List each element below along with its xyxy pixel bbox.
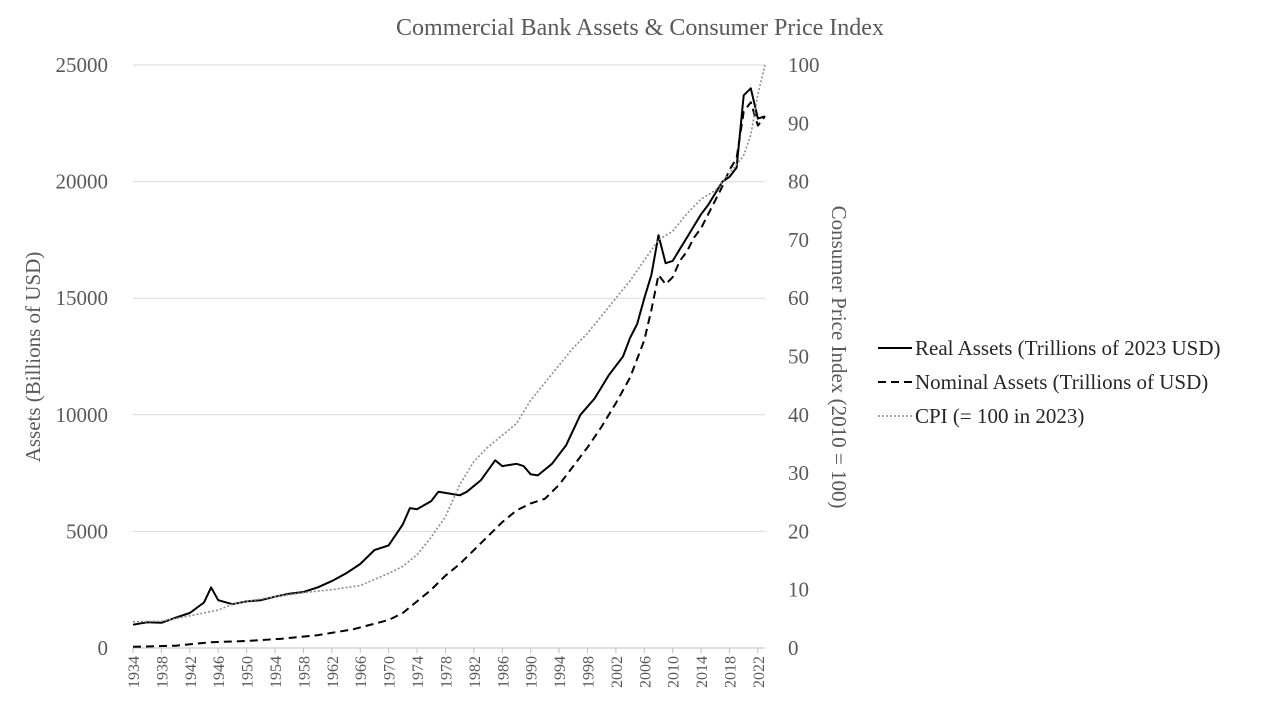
left-tick-label: 20000 [56, 170, 109, 194]
left-tick-label: 5000 [66, 519, 108, 543]
left-axis-title: Assets (Billions of USD) [21, 252, 45, 463]
x-tick-label: 2002 [609, 656, 626, 688]
right-tick-label: 10 [788, 578, 809, 602]
x-tick-label: 2018 [722, 656, 739, 688]
legend-label: Nominal Assets (Trillions of USD) [915, 370, 1208, 394]
left-tick-label: 10000 [56, 403, 109, 427]
left-tick-label: 25000 [56, 53, 109, 77]
x-tick-label: 1966 [353, 656, 370, 688]
x-tick-label: 1974 [410, 656, 427, 688]
x-tick-label: 1962 [325, 656, 342, 688]
right-tick-label: 20 [788, 519, 809, 543]
x-tick-label: 1942 [183, 656, 200, 688]
x-tick-label: 1938 [154, 656, 171, 688]
x-tick-label: 2010 [666, 656, 683, 688]
x-tick-label: 1994 [552, 656, 569, 688]
x-tick-label: 1954 [268, 656, 285, 688]
x-tick-label: 1982 [467, 656, 484, 688]
x-tick-label: 1946 [211, 656, 228, 688]
right-tick-label: 100 [788, 53, 820, 77]
right-axis-title: Consumer Price Index (2010 = 100) [827, 206, 851, 509]
x-tick-label: 1958 [296, 656, 313, 688]
right-axis-ticks: 0 10 20 30 40 50 60 70 80 90 100 [788, 53, 820, 660]
chart-title: Commercial Bank Assets & Consumer Price … [396, 15, 884, 41]
right-tick-label: 40 [788, 403, 809, 427]
gridlines [133, 64, 765, 532]
right-tick-label: 50 [788, 345, 809, 369]
legend: Real Assets (Trillions of 2023 USD) Nomin… [878, 336, 1221, 428]
right-tick-label: 70 [788, 228, 809, 252]
x-tick-label: 1934 [126, 656, 143, 688]
x-tick-label: 1990 [524, 656, 541, 688]
right-tick-label: 30 [788, 461, 809, 485]
right-tick-label: 90 [788, 111, 809, 135]
x-tick-label: 1978 [438, 656, 455, 688]
series-line-3 [132, 64, 766, 623]
left-axis-ticks: 0 5000 10000 15000 20000 25000 [56, 53, 109, 660]
left-tick-label: 15000 [56, 286, 109, 310]
x-tick-label: 1970 [382, 656, 399, 688]
right-tick-label: 80 [788, 170, 809, 194]
x-tick-label: 1950 [240, 656, 257, 688]
right-tick-label: 60 [788, 286, 809, 310]
x-tick-label: 2006 [637, 656, 654, 688]
x-tick-label: 1986 [495, 656, 512, 688]
x-tick-label: 2022 [751, 656, 768, 688]
legend-label: Real Assets (Trillions of 2023 USD) [915, 336, 1221, 360]
series-lines [132, 64, 766, 648]
x-tick-label: 2014 [694, 656, 711, 688]
series-line-1 [132, 87, 766, 626]
right-tick-label: 0 [788, 636, 799, 660]
legend-label: CPI (= 100 in 2023) [915, 404, 1084, 428]
series-line-2 [132, 101, 766, 648]
left-tick-label: 0 [98, 636, 109, 660]
x-axis-ticks: 1934 1938 1942 1946 1950 1954 1958 1962 1966 1970… [126, 648, 768, 688]
x-tick-label: 1998 [580, 656, 597, 688]
